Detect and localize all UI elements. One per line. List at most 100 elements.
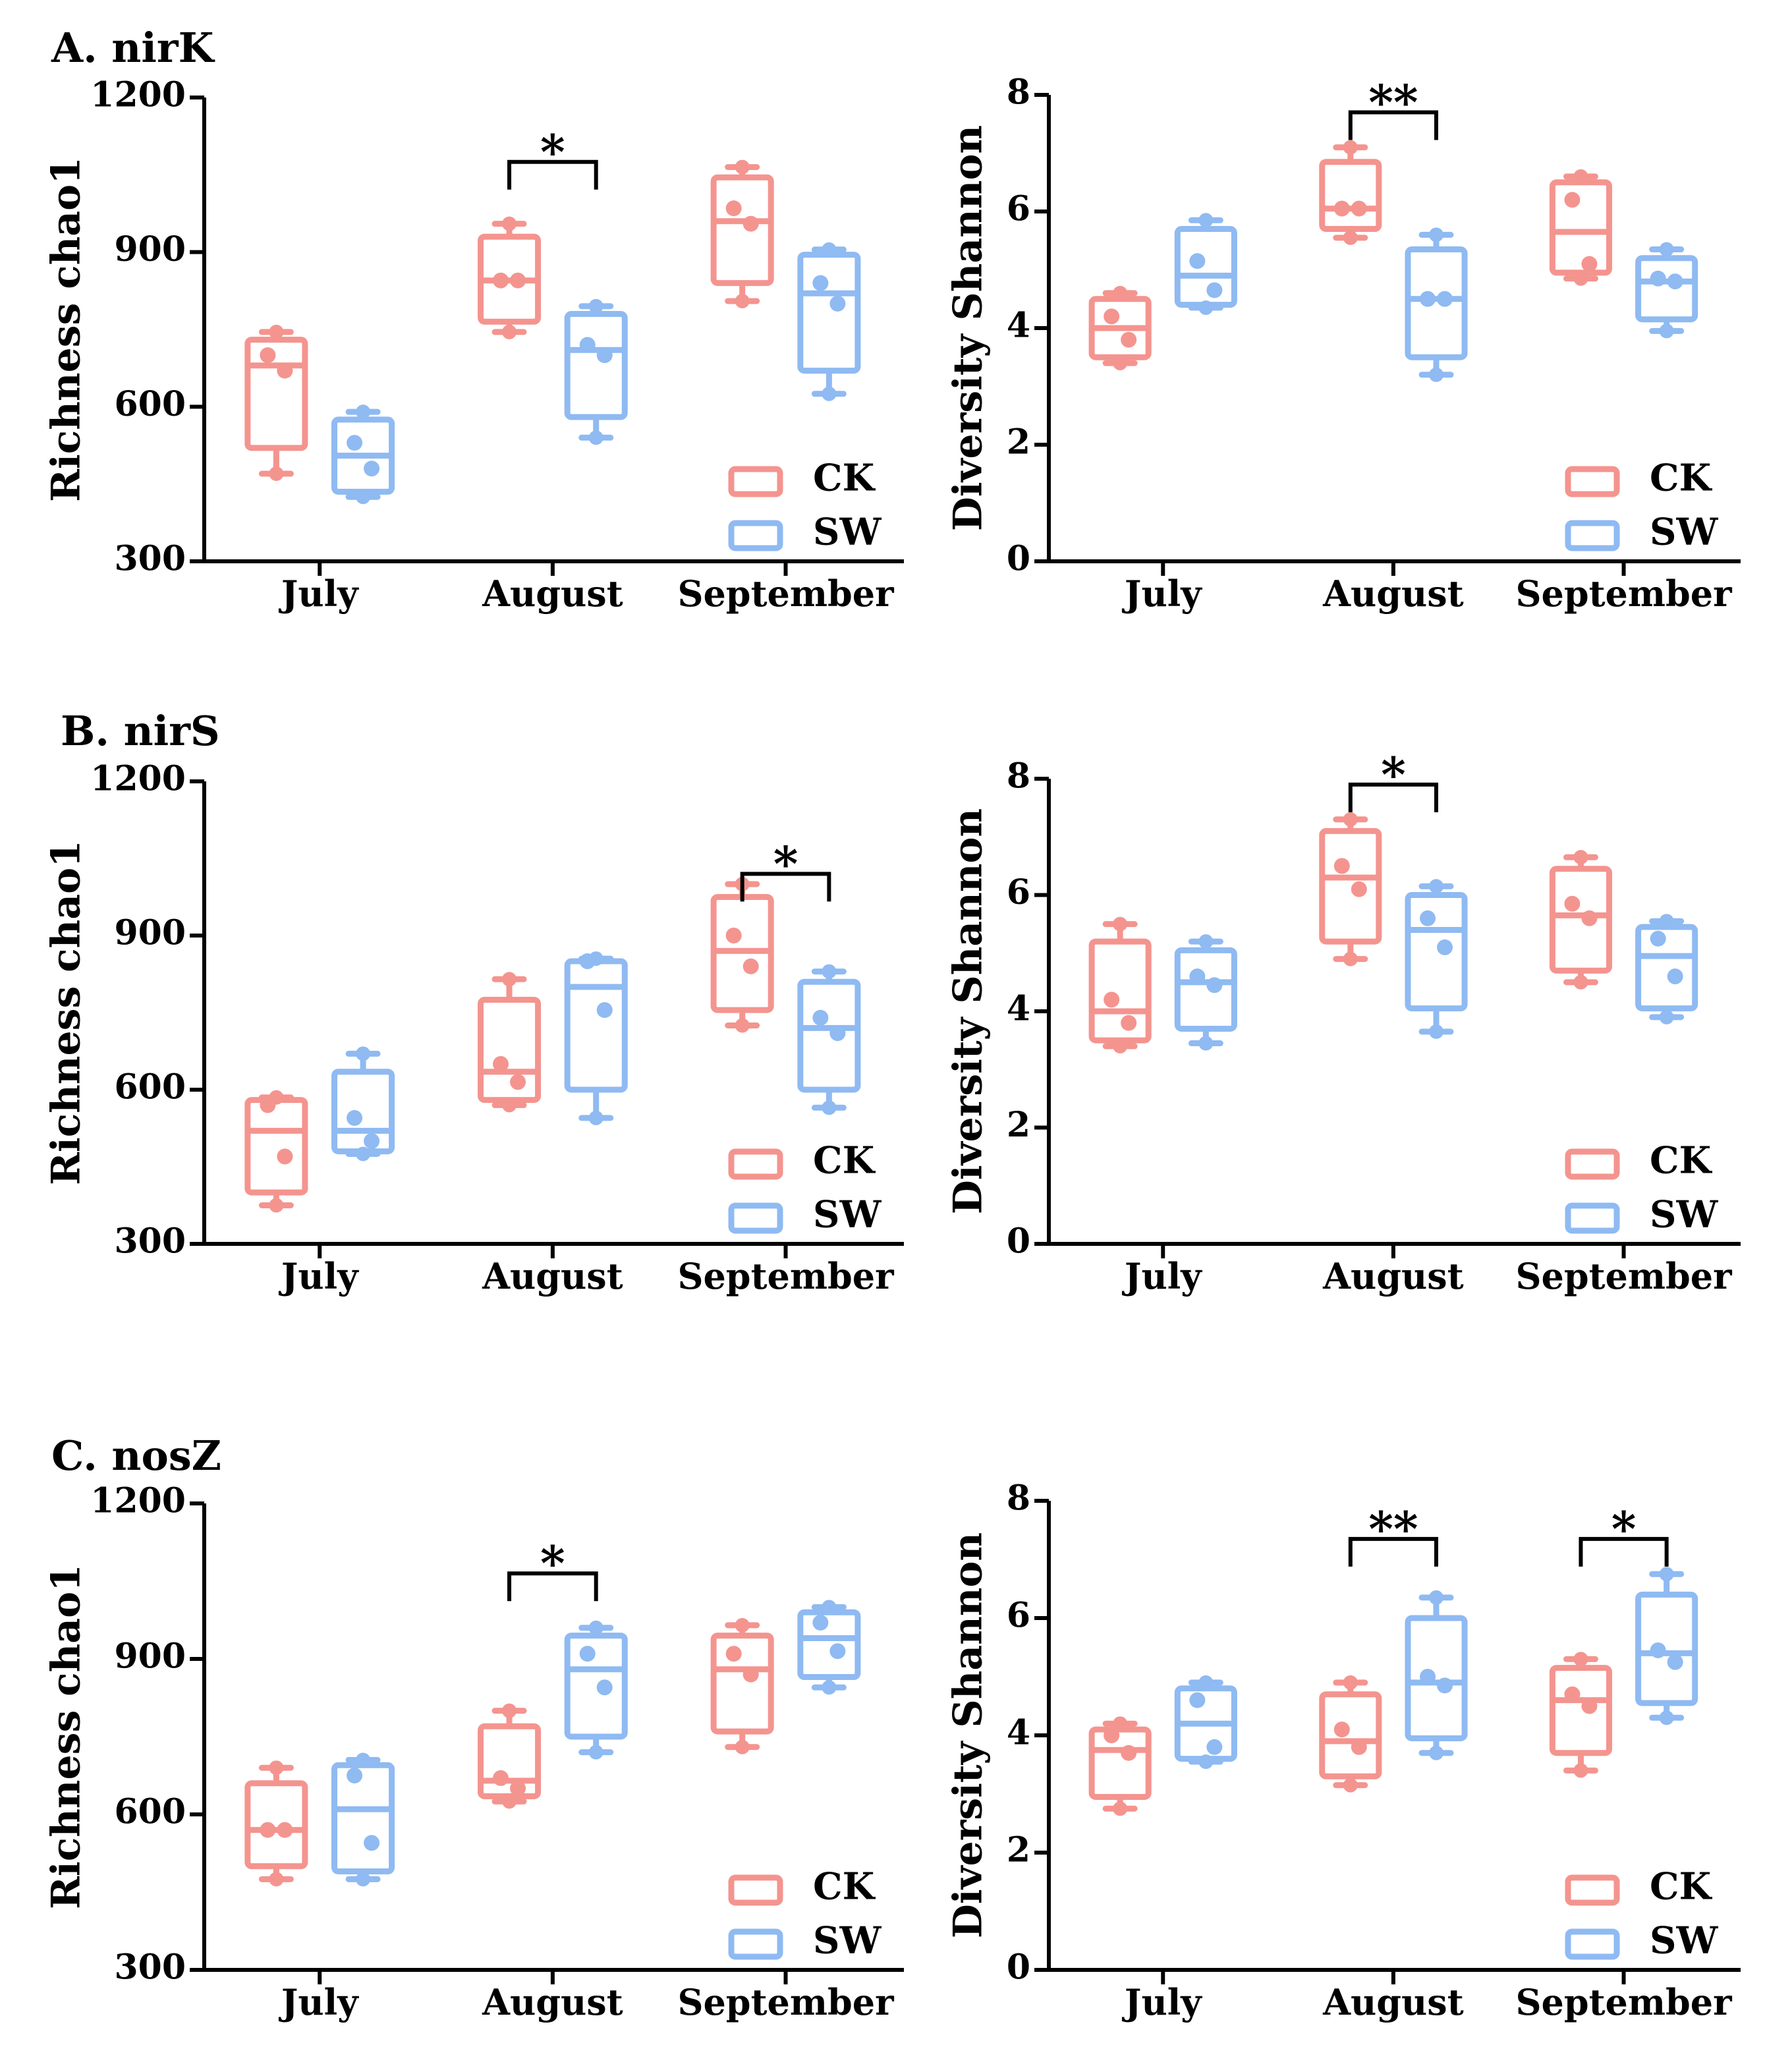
box-iqr (331, 1762, 395, 1875)
data-point-max (1198, 213, 1214, 228)
legend-swatch-sw (728, 1928, 783, 1960)
box-iqr (564, 1633, 628, 1740)
data-point (1351, 200, 1367, 217)
data-point-max (588, 951, 603, 966)
significance-label: * (540, 1535, 565, 1591)
box-SW-August (564, 1620, 628, 1760)
data-point (1351, 881, 1367, 897)
data-point-min (269, 1872, 284, 1887)
data-point-min (822, 1100, 837, 1115)
x-tick-label: August (1322, 1255, 1464, 1297)
significance-bracket (507, 159, 598, 190)
x-tick-label: September (1515, 1255, 1732, 1297)
box-iqr (564, 958, 628, 1093)
box-iqr (1549, 1665, 1612, 1756)
box-iqr (1405, 892, 1468, 1012)
legend-label-ck: CK (1650, 1139, 1713, 1183)
data-point-max (1659, 914, 1674, 929)
box-SW-July (1174, 934, 1237, 1051)
legend-swatch-ck (1565, 1148, 1620, 1180)
legend-swatch-sw (728, 520, 783, 551)
box-SW-September (797, 242, 861, 401)
data-point (579, 337, 596, 353)
box-SW-September (1635, 1567, 1698, 1725)
data-point-max (356, 405, 371, 420)
y-tick-label: 300 (114, 1221, 186, 1262)
data-point (1189, 968, 1206, 985)
box-SW-July (331, 405, 395, 505)
box-CK-September (710, 159, 774, 308)
box-SW-August (564, 951, 628, 1125)
y-tick-label: 0 (1007, 1947, 1030, 1988)
data-point (493, 272, 509, 289)
data-point (829, 1025, 846, 1042)
y-tick-label: 8 (1007, 1478, 1030, 1519)
data-point (1581, 910, 1598, 926)
data-point-min (735, 1018, 750, 1033)
data-point-max (1573, 169, 1588, 184)
x-tick-label: July (1122, 1981, 1202, 2023)
data-point (742, 1666, 759, 1683)
data-point-min (1573, 1763, 1588, 1778)
y-tick-label: 2 (1007, 1830, 1030, 1870)
data-point (1667, 273, 1683, 290)
data-point (596, 1002, 613, 1019)
y-tick-label: 1200 (90, 759, 186, 799)
legend-label-sw: SW (1650, 1919, 1718, 1963)
data-point (510, 1074, 526, 1090)
data-point-max (269, 1090, 284, 1105)
chart-panel-2: 0 2 4 6 8 Diversity Shannon July August Septembe… (945, 72, 1741, 615)
box-iqr (1088, 1726, 1152, 1800)
data-point (1667, 968, 1683, 985)
legend-swatch-ck (1565, 1874, 1620, 1906)
data-point (364, 1133, 380, 1149)
box-SW-August (564, 298, 628, 445)
panel-title: B. nirS (61, 707, 220, 755)
data-point-min (1343, 230, 1358, 245)
y-tick-label: 8 (1007, 72, 1030, 113)
box-CK-August (477, 972, 542, 1113)
data-point (1189, 253, 1206, 269)
x-tick-label: August (482, 1981, 623, 2023)
data-point (1206, 282, 1223, 298)
significance-label: * (773, 835, 798, 891)
y-axis-label: Richness chao1 (43, 157, 90, 502)
x-tick-label: September (1515, 573, 1732, 615)
panel-title: C. nosZ (51, 1432, 221, 1480)
data-point-max (1113, 285, 1128, 300)
box-iqr (1635, 1591, 1698, 1706)
y-axis-label: Richness chao1 (43, 840, 90, 1185)
box-CK-August (1319, 812, 1382, 966)
box-CK-August (1319, 140, 1382, 245)
data-point (1564, 1686, 1581, 1702)
y-axis-label: Diversity Shannon (945, 808, 992, 1214)
data-point-max (822, 964, 837, 979)
legend-swatch-ck (728, 466, 783, 497)
box-CK-July (244, 324, 308, 482)
data-point-min (502, 1098, 517, 1113)
data-point-min (588, 1745, 603, 1760)
legend-label-sw: SW (813, 511, 882, 554)
data-point-min (588, 430, 603, 445)
x-tick-label: July (1122, 1255, 1202, 1297)
data-point (812, 1614, 829, 1631)
data-point (812, 1009, 829, 1026)
chart-panel-4: 0 2 4 6 8 Diversity Shannon July August Septembe… (945, 746, 1741, 1297)
data-point-min (1198, 1036, 1214, 1051)
data-point-max (1198, 934, 1214, 949)
legend-swatch-ck (728, 1874, 783, 1906)
box-SW-July (1174, 213, 1237, 316)
x-tick-label: September (677, 573, 894, 615)
box-SW-September (1635, 914, 1698, 1024)
y-tick-label: 8 (1007, 756, 1030, 797)
significance-label: ** (1368, 74, 1418, 130)
data-point-min (269, 1198, 284, 1213)
legend-label-sw: SW (1650, 511, 1718, 554)
data-point (829, 1643, 846, 1660)
data-point (1104, 1727, 1120, 1743)
data-point (1420, 1669, 1436, 1685)
data-point-max (1573, 1652, 1588, 1667)
data-point (347, 1109, 363, 1126)
data-point (596, 1679, 613, 1696)
box-SW-September (1635, 242, 1698, 339)
